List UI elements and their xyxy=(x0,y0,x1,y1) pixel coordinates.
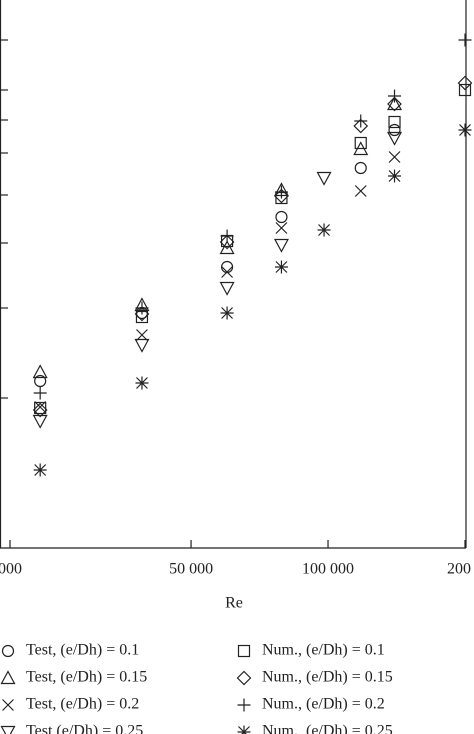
x-tick-label: 100 000 xyxy=(302,561,354,578)
marker xyxy=(274,260,288,274)
legend-label: Test, (e/Dh) = 0.1 xyxy=(26,642,139,659)
legend-label: Num., (e/Dh) = 0.25 xyxy=(262,723,393,734)
marker xyxy=(32,364,48,379)
marker xyxy=(221,266,234,278)
marker xyxy=(274,185,288,199)
legend-marker xyxy=(0,670,16,685)
marker xyxy=(388,151,401,163)
legend-label: Test,(e/Dh) = 0.25 xyxy=(26,723,143,734)
marker xyxy=(388,169,402,183)
marker xyxy=(34,401,47,413)
marker xyxy=(220,229,234,243)
marker xyxy=(317,223,331,237)
marker xyxy=(387,96,402,112)
marker xyxy=(457,75,473,91)
marker xyxy=(134,338,150,353)
legend-label: Num., (e/Dh) = 0.1 xyxy=(262,642,385,659)
marker xyxy=(353,141,369,156)
marker xyxy=(220,306,234,320)
marker xyxy=(354,114,368,128)
legend-marker xyxy=(0,725,16,734)
marker xyxy=(388,123,401,137)
marker xyxy=(354,161,367,175)
marker xyxy=(273,238,289,253)
marker xyxy=(33,463,47,477)
marker xyxy=(136,329,148,341)
marker xyxy=(275,210,288,224)
marker xyxy=(219,281,235,296)
legend-label: Test, (e/Dh) = 0.2 xyxy=(26,696,139,713)
legend-marker xyxy=(237,644,251,658)
marker xyxy=(458,83,472,97)
x-axis-label: Re xyxy=(225,595,243,612)
marker xyxy=(388,89,402,103)
marker xyxy=(387,96,403,111)
marker xyxy=(33,386,47,400)
marker xyxy=(219,234,235,250)
marker xyxy=(458,123,472,137)
marker xyxy=(34,401,47,415)
legend-marker xyxy=(237,698,251,712)
marker xyxy=(32,414,48,429)
marker xyxy=(274,188,289,204)
marker xyxy=(134,306,150,322)
x-tick-label: 000 xyxy=(0,561,22,578)
legend-marker xyxy=(236,670,252,686)
marker xyxy=(275,222,288,234)
legend-label: Test, (e/Dh) = 0.15 xyxy=(26,669,147,686)
marker xyxy=(32,402,48,418)
marker xyxy=(135,376,149,390)
marker xyxy=(316,171,332,186)
marker xyxy=(354,185,367,197)
legend-marker xyxy=(1,644,15,658)
marker xyxy=(135,301,149,315)
marker xyxy=(353,118,369,134)
marker xyxy=(388,115,401,129)
legend-marker xyxy=(237,725,251,734)
marker xyxy=(458,33,472,47)
marker xyxy=(220,260,234,274)
marker xyxy=(219,240,235,255)
marker xyxy=(387,131,403,146)
x-tick-label: 200 0 xyxy=(447,561,474,578)
x-tick-label: 50 000 xyxy=(169,561,213,578)
legend-label: Num., (e/Dh) = 0.15 xyxy=(262,669,393,686)
marker xyxy=(354,136,367,150)
legend-label: Num., (e/Dh) = 0.2 xyxy=(262,696,385,713)
legend-marker xyxy=(2,699,14,711)
